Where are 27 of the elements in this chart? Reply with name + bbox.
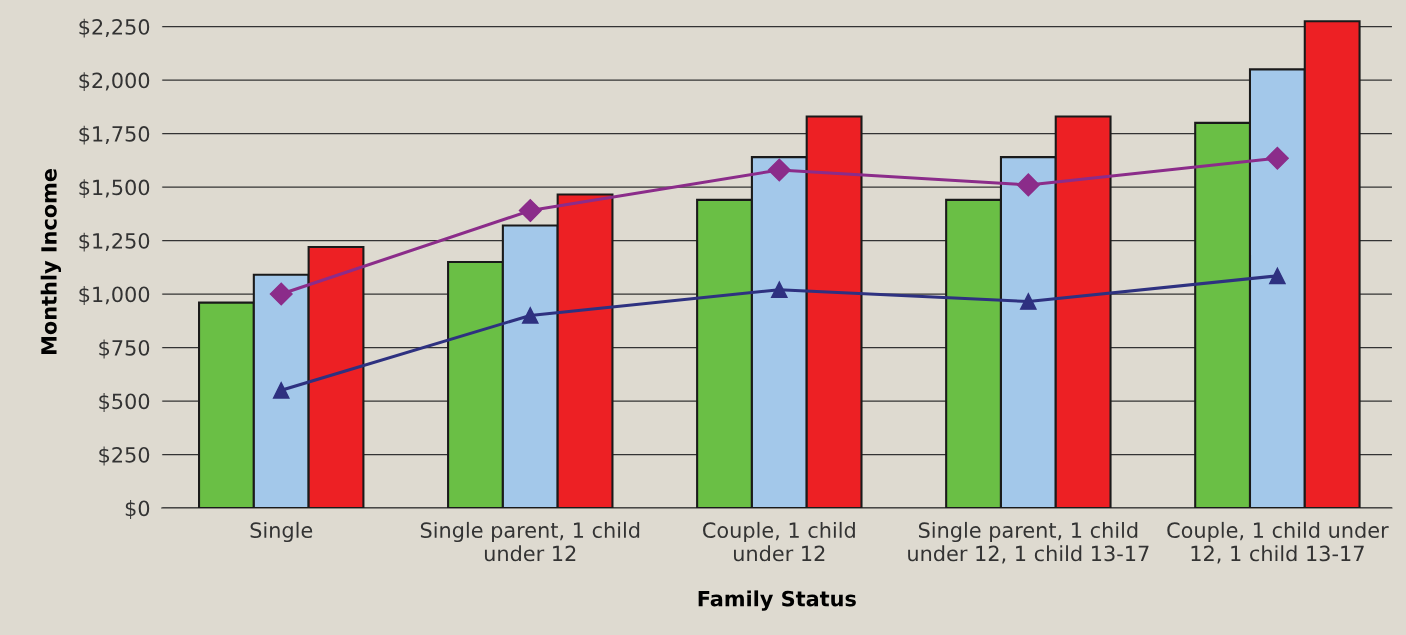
point [767, 158, 791, 182]
point [518, 199, 542, 223]
point [269, 282, 293, 306]
y-tick-label: $1,500 [79, 179, 150, 199]
point [1269, 267, 1286, 285]
x-tick-label: Single parent, 1 child under 12 [420, 521, 640, 562]
y-axis-title: Monthly Income [40, 169, 62, 354]
point [1020, 293, 1037, 310]
y-tick-label: $1,000 [79, 286, 150, 306]
x-tick-label: Couple, 1 child under 12 [703, 521, 855, 562]
x-tick-label: Couple, 1 child under 12, 1 child 13-17 [1167, 521, 1389, 564]
y-tick-label: $1,750 [79, 125, 150, 145]
y-tick-label: $250 [99, 446, 150, 466]
point [770, 281, 788, 299]
x-tick-label: Single parent, 1 child under 12, 1 child 13-17 [908, 521, 1149, 564]
point [1265, 146, 1289, 170]
y-tick-label: $750 [99, 339, 150, 359]
x-axis-title: Family Status [698, 590, 856, 611]
x-tick-label: Single [250, 521, 313, 543]
point [521, 307, 539, 324]
point [1016, 173, 1040, 197]
y-tick-label: $0 [125, 500, 150, 519]
y-tick-label: $1,250 [79, 232, 150, 252]
y-tick-label: $500 [99, 393, 150, 412]
y-tick-label: $2,250 [79, 18, 150, 38]
point [272, 381, 290, 399]
y-tick-label: $2,000 [79, 72, 150, 92]
